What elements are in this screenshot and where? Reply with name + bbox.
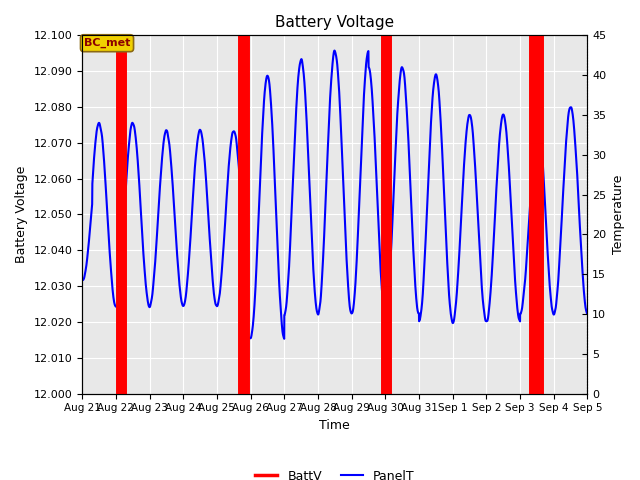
Title: Battery Voltage: Battery Voltage — [275, 15, 394, 30]
Text: BC_met: BC_met — [84, 38, 130, 48]
Legend: BattV, PanelT: BattV, PanelT — [250, 465, 420, 480]
X-axis label: Time: Time — [319, 419, 350, 432]
Y-axis label: Battery Voltage: Battery Voltage — [15, 166, 28, 263]
Y-axis label: Temperature: Temperature — [612, 175, 625, 254]
